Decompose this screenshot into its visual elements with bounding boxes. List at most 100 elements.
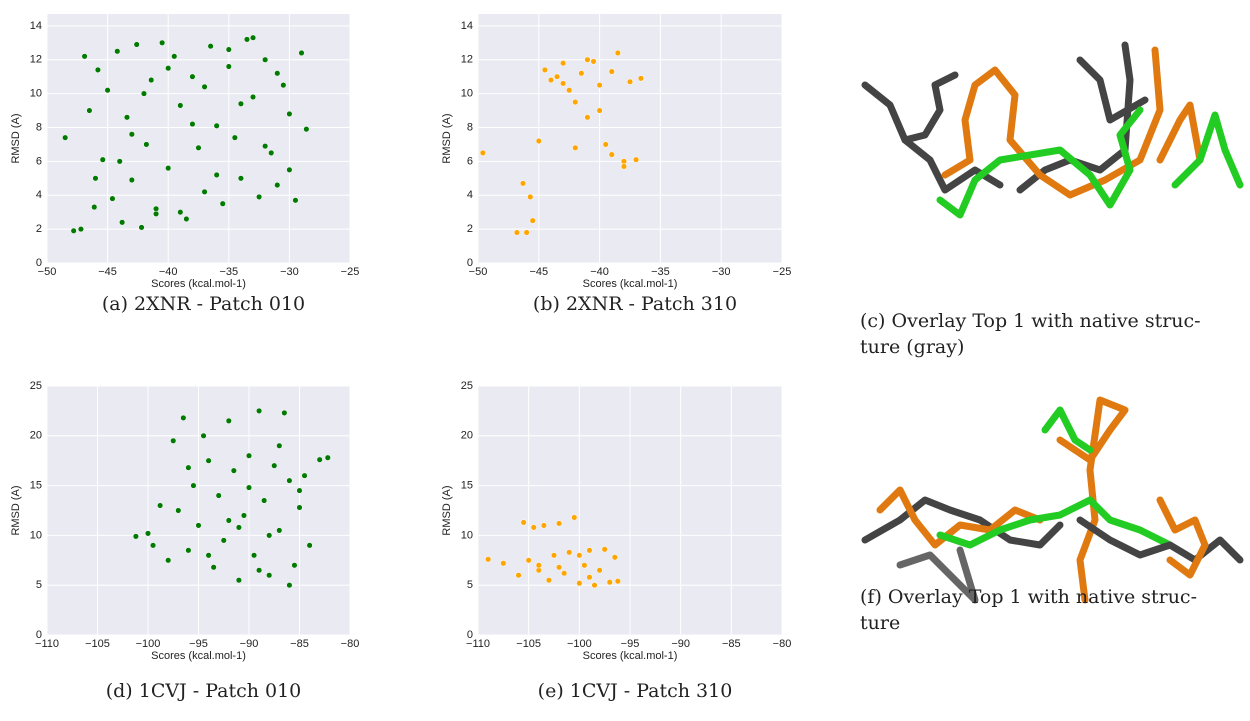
scatter-point [93,176,99,182]
y-tick-label: 6 [467,155,473,167]
scatter-point [202,189,208,195]
scatter-point [268,150,274,156]
scatter-point [556,564,562,570]
scatter-point [287,582,293,588]
scatter-point [526,558,532,564]
x-tick-label: −95 [189,638,208,650]
y-axis-label: RMSD (A) [441,485,453,535]
scatter-chart: 0510152025−110−105−100−95−90−85−80Scores… [10,380,359,702]
scatter-point [597,567,603,573]
y-tick-label: 6 [36,155,42,167]
scatter-point [609,69,615,75]
scatter-point [119,220,125,226]
x-tick-label: −35 [651,266,670,278]
scatter-point [554,74,560,80]
scatter-point [325,455,331,461]
molecule-overlay-c [865,45,1240,215]
y-tick-label: 25 [30,380,42,392]
scatter-chart: 0510152025−110−105−100−95−90−85−80Scores… [441,380,791,702]
scatter-point [206,553,212,559]
scatter-point [566,87,572,93]
scatter-point [256,567,262,573]
scatter-point [226,418,232,424]
caption: ture (gray) [860,336,964,358]
y-axis-label: RMSD (A) [10,113,22,163]
scatter-point [170,438,176,444]
x-tick-label: −100 [136,638,161,650]
x-tick-label: −45 [529,266,548,278]
y-tick-label: 10 [461,88,473,100]
scatter-point [250,35,256,41]
scatter-point [514,230,520,236]
scatter-point [261,498,267,504]
scatter-point [201,433,207,439]
scatter-point [627,79,633,85]
y-tick-label: 25 [461,380,473,392]
x-tick-label: −35 [219,266,238,278]
scatter-point [238,176,244,182]
scatter-point [615,50,621,56]
scatter-point [271,463,277,469]
scatter-point [208,43,214,49]
scatter-point [277,443,283,449]
y-tick-label: 4 [36,189,42,201]
x-tick-label: −25 [773,266,792,278]
x-axis-label: Scores (kcal.mol-1) [151,278,246,290]
y-tick-label: 2 [36,223,42,235]
scatter-point [536,562,542,568]
scatter-point [556,521,562,527]
x-axis-label: Scores (kcal.mol-1) [583,278,678,290]
scatter-point [157,503,163,509]
scatter-point [145,531,151,537]
scatter-point [251,553,257,559]
scatter-point [485,557,491,563]
y-tick-label: 10 [461,529,473,541]
scatter-point [186,465,192,471]
y-tick-label: 10 [30,88,42,100]
scatter-point [266,572,272,578]
scatter-point [216,493,222,499]
scatter-point [159,40,165,46]
scatter-point [232,135,238,141]
scatter-point [244,37,250,43]
y-tick-label: 5 [36,579,42,591]
scatter-point [572,145,578,151]
scatter-point [91,204,97,210]
scatter-point [171,54,177,60]
scatter-point [148,77,154,83]
y-tick-label: 12 [30,54,42,66]
scatter-point [531,525,537,531]
scatter-point [238,101,244,107]
x-tick-label: −85 [722,638,741,650]
scatter-point [287,111,293,117]
x-tick-label: −85 [290,638,309,650]
scatter-point [191,483,197,489]
x-tick-label: −105 [85,638,110,650]
scatter-point [256,194,262,200]
scatter-point [307,543,313,549]
scatter-point [287,167,293,173]
scatter-point [178,103,184,109]
scatter-point [214,172,220,178]
scatter-point [585,57,591,63]
scatter-point [524,230,530,236]
scatter-point [262,143,268,149]
y-tick-label: 5 [467,579,473,591]
scatter-point [82,54,88,60]
scatter-point [246,453,252,459]
y-axis-label: RMSD (A) [441,113,453,163]
scatter-point [124,115,130,121]
y-tick-label: 14 [461,20,473,32]
molecule-overlay-f [865,400,1240,600]
scatter-point [520,181,526,187]
scatter-point [110,196,116,202]
scatter-point [297,488,303,494]
y-tick-label: 2 [467,223,473,235]
y-tick-label: 15 [461,480,473,492]
scatter-point [250,94,256,100]
scatter-point [577,580,583,586]
scatter-point [153,211,159,217]
x-tick-label: −25 [341,266,360,278]
scatter-point [317,457,323,463]
scatter-point [178,209,184,215]
